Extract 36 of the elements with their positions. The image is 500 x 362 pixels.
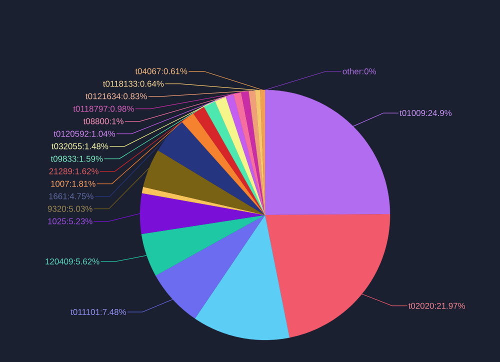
data-label: :21.97% <box>435 302 466 309</box>
slice-label: t0118133 <box>103 80 138 87</box>
slice-label: 1007 <box>51 180 69 187</box>
slice-label: 1661 <box>49 193 67 200</box>
category-label: other <box>342 68 362 74</box>
text: :0% <box>362 68 376 74</box>
slice-label: t01009 <box>400 110 426 116</box>
slice-label: t032055 <box>52 143 82 150</box>
data-label: :5.62% <box>74 258 100 264</box>
slice-label: t09833 <box>50 156 76 162</box>
slice-label: t0118797 <box>73 106 108 112</box>
data-label: :0.98% <box>108 106 134 112</box>
data-label: :1.04% <box>90 130 116 137</box>
data-label: :1.62% <box>73 168 98 174</box>
slice-label: 120409 <box>46 258 73 264</box>
slice-label: 1025 <box>48 218 66 224</box>
data-label: :7.48% <box>100 309 126 316</box>
slice-label: t08800 <box>83 118 109 124</box>
slice-label: 21289 <box>49 168 72 174</box>
slice-label: t02020 <box>408 302 434 309</box>
data-label: :24.9% <box>426 110 452 116</box>
data-label: :0.83% <box>122 93 147 100</box>
slice-label: t011101 <box>70 309 100 316</box>
data-label: :0.64% <box>138 80 164 87</box>
slice-label: t0120592 <box>54 130 89 137</box>
data-label: :5.03% <box>67 206 92 212</box>
slice-label: t04067 <box>135 68 161 74</box>
data-label: :1.59% <box>77 156 103 162</box>
slice-label: t0121634 <box>86 93 121 100</box>
data-label: :5.23% <box>67 218 92 224</box>
slice-label: 9320 <box>48 206 66 212</box>
data-label: :4.75% <box>68 193 94 200</box>
data-label: :0.61% <box>162 68 188 74</box>
data-label: :1% <box>110 118 124 124</box>
data-label: :1.81% <box>70 180 96 187</box>
data-label: :1.48% <box>82 143 108 150</box>
